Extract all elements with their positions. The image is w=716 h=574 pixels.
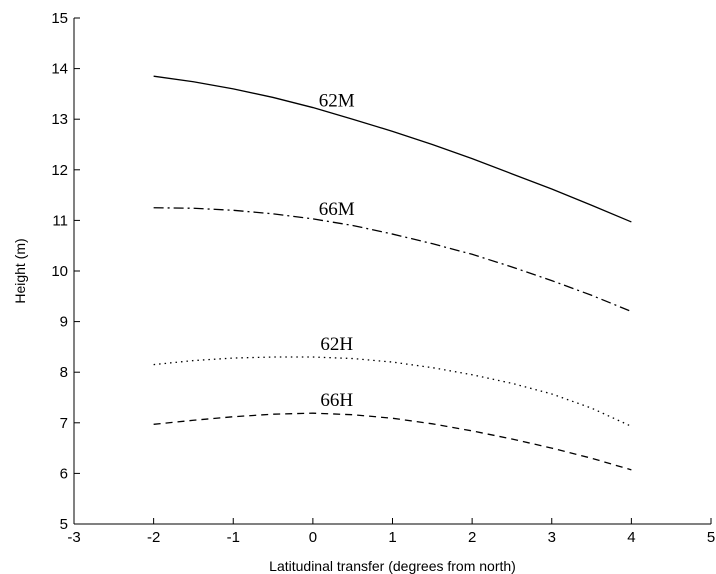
x-tick-label: 5 — [707, 529, 715, 546]
y-tick-label: 5 — [60, 516, 68, 533]
series-labels: 62M 66M 62H 66H — [319, 91, 355, 412]
y-tick-label: 9 — [60, 314, 68, 331]
series-label: 66M — [319, 199, 355, 220]
x-tick-label: -2 — [147, 529, 160, 546]
series-group — [153, 75, 632, 471]
series-line-62m — [153, 75, 632, 223]
y-tick-label: 13 — [51, 111, 68, 128]
series-line-66m — [153, 207, 632, 313]
x-axis-label: Latitudinal transfer (degrees from north… — [269, 558, 516, 574]
x-tick-label: 4 — [627, 529, 635, 546]
series-line-66h — [153, 412, 632, 471]
x-tick-label: -3 — [67, 529, 80, 546]
x-tick-label: 0 — [309, 529, 317, 546]
y-tick-label: 10 — [51, 263, 68, 280]
x-tick-label: 3 — [548, 529, 556, 546]
x-tick-label: 2 — [468, 529, 476, 546]
y-tick-label: 8 — [60, 364, 68, 381]
x-tick-label: -1 — [227, 529, 240, 546]
y-tick-label: 12 — [51, 162, 68, 179]
y-tick-label: 15 — [51, 10, 68, 27]
y-tick-label: 11 — [52, 212, 68, 229]
series-label: 62H — [320, 334, 353, 355]
series-line-62h — [153, 356, 632, 427]
y-axis-label: Height (m) — [12, 238, 28, 303]
y-tick-label: 14 — [51, 61, 68, 78]
series-label: 62M — [319, 91, 355, 112]
series-label: 66H — [320, 390, 353, 411]
x-tick-label: 1 — [388, 529, 396, 546]
y-tick-label: 6 — [60, 465, 68, 482]
y-tick-label: 7 — [60, 415, 68, 432]
